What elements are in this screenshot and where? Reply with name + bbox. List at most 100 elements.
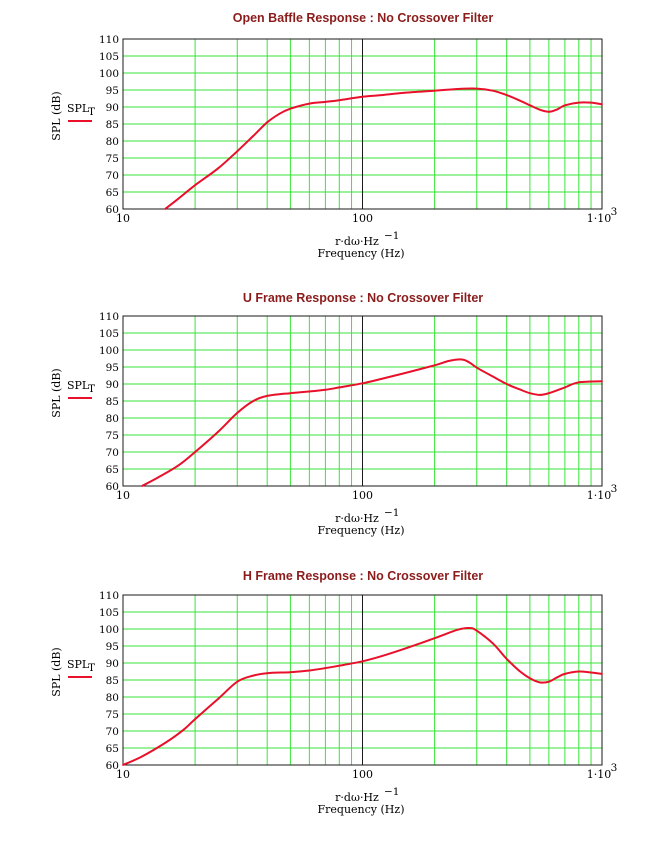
data-point bbox=[548, 680, 550, 683]
data-point bbox=[266, 672, 269, 675]
chart-title: U Frame Response : No Crossover Filter bbox=[243, 291, 483, 305]
y-tick-label: 85 bbox=[106, 396, 119, 408]
plot-frame bbox=[122, 594, 603, 766]
data-point bbox=[505, 94, 508, 96]
data-point bbox=[122, 764, 124, 766]
x-axis-expression: r·dω·Hz bbox=[335, 235, 379, 248]
grid bbox=[123, 39, 602, 209]
data-point bbox=[403, 91, 406, 94]
data-point bbox=[601, 103, 603, 106]
y-tick-label: 95 bbox=[106, 641, 119, 653]
data-point bbox=[361, 95, 364, 98]
data-point bbox=[266, 121, 269, 124]
data-point bbox=[433, 364, 436, 367]
data-point bbox=[491, 375, 494, 378]
y-tick-label: 60 bbox=[106, 204, 119, 216]
legend-label: SPL bbox=[67, 379, 90, 392]
data-point bbox=[529, 392, 531, 395]
data-point bbox=[475, 366, 478, 369]
data-point bbox=[289, 392, 292, 395]
x-tick-label: 10 bbox=[116, 212, 130, 225]
data-point bbox=[529, 104, 531, 107]
plot-frame bbox=[122, 315, 603, 487]
legend-label: SPL bbox=[67, 658, 90, 671]
data-point bbox=[157, 476, 159, 479]
chart-3: H Frame Response : No Crossover Filter 60… bbox=[50, 569, 617, 816]
data-point bbox=[308, 390, 311, 393]
data-point bbox=[308, 669, 311, 672]
data-point bbox=[252, 400, 255, 402]
data-point bbox=[252, 135, 255, 137]
y-tick-label: 90 bbox=[106, 379, 119, 391]
y-tick-label: 65 bbox=[106, 743, 119, 755]
data-point bbox=[177, 464, 180, 467]
x-axis-expression: r·dω·Hz bbox=[335, 512, 379, 525]
x-tick-label: 100 bbox=[352, 768, 373, 781]
y-tick-label: 80 bbox=[106, 692, 119, 704]
data-point bbox=[194, 718, 197, 720]
x-tick-label: 1·10 bbox=[587, 212, 612, 225]
x-axis-label: Frequency (Hz) bbox=[318, 247, 405, 260]
data-point bbox=[266, 395, 269, 397]
data-point bbox=[548, 110, 550, 113]
y-axis-label: SPL (dB) bbox=[50, 368, 63, 417]
y-tick-label: 110 bbox=[99, 311, 119, 323]
data-point bbox=[456, 88, 459, 90]
y-tick-label: 60 bbox=[106, 760, 119, 772]
data-point bbox=[433, 89, 436, 92]
data-point bbox=[338, 664, 341, 667]
data-point bbox=[529, 677, 531, 680]
data-point bbox=[433, 637, 436, 640]
data-point bbox=[278, 112, 281, 115]
data-point bbox=[556, 676, 559, 679]
x-axis-expression: r·dω·Hz bbox=[335, 791, 379, 804]
x-tick-label: 100 bbox=[352, 212, 373, 225]
data-point bbox=[361, 382, 364, 385]
data-point bbox=[141, 755, 143, 758]
data-point bbox=[338, 386, 341, 389]
data-point bbox=[475, 629, 478, 632]
y-axis-label: SPL (dB) bbox=[50, 647, 63, 696]
data-point bbox=[236, 680, 239, 683]
data-point bbox=[556, 108, 559, 111]
data-point bbox=[403, 372, 406, 374]
legend-label-subscript: T bbox=[88, 106, 95, 118]
data-point bbox=[505, 658, 508, 660]
data-point bbox=[183, 728, 186, 731]
y-tick-label: 70 bbox=[106, 726, 119, 738]
data-point bbox=[194, 184, 197, 187]
y-tick-label: 80 bbox=[106, 413, 119, 425]
x-tick-exponent: 3 bbox=[611, 762, 618, 774]
data-point bbox=[518, 669, 520, 672]
x-tick-label: 100 bbox=[352, 489, 373, 502]
data-point bbox=[518, 388, 520, 390]
x-tick-exponent: 3 bbox=[611, 483, 618, 495]
data-point bbox=[505, 383, 508, 385]
data-point bbox=[403, 647, 406, 650]
data-point bbox=[518, 99, 520, 102]
y-tick-label: 110 bbox=[99, 34, 119, 46]
chart-2: U Frame Response : No Crossover Filter 60… bbox=[50, 291, 617, 537]
data-point bbox=[361, 660, 364, 663]
chart-1: Open Baffle Response : No Crossover Filt… bbox=[50, 11, 617, 260]
data-point bbox=[601, 380, 603, 383]
data-point bbox=[380, 94, 383, 96]
data-point bbox=[548, 392, 550, 395]
y-tick-label: 105 bbox=[99, 328, 119, 340]
grid bbox=[123, 316, 602, 486]
legend-label-subscript: T bbox=[88, 662, 95, 674]
y-tick-label: 100 bbox=[99, 68, 119, 80]
y-tick-label: 110 bbox=[99, 590, 119, 602]
y-tick-label: 100 bbox=[99, 624, 119, 636]
data-point bbox=[475, 87, 478, 90]
x-tick-exponent: 3 bbox=[611, 206, 618, 218]
y-tick-label: 65 bbox=[106, 187, 119, 199]
data-point bbox=[468, 361, 471, 364]
y-tick-label: 70 bbox=[106, 170, 119, 182]
plot-frame bbox=[122, 38, 603, 210]
data-point bbox=[324, 388, 327, 391]
data-point bbox=[456, 628, 459, 631]
y-tick-label: 100 bbox=[99, 345, 119, 357]
y-tick-label: 105 bbox=[99, 51, 119, 63]
